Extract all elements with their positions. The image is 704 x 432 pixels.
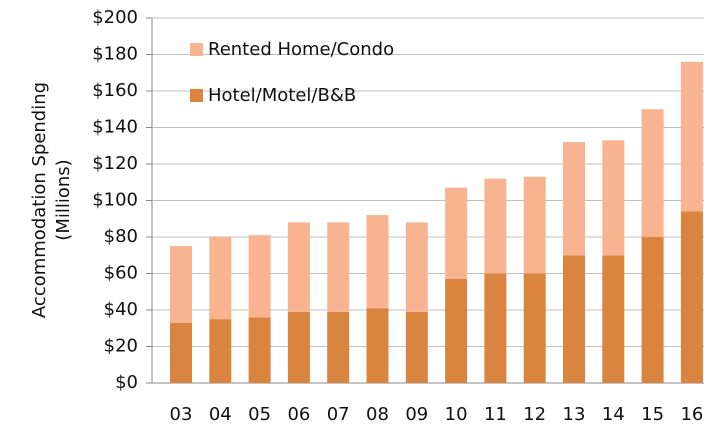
y-tick-label: $140 [92, 117, 138, 138]
bar-segment [602, 140, 625, 256]
bar-segment [366, 308, 389, 383]
bar-segment [523, 176, 546, 274]
x-tick-label: 07 [327, 404, 350, 425]
bar-segment [680, 211, 703, 383]
bar-segment [209, 319, 232, 383]
bar-segment [563, 142, 585, 256]
x-tick-label: 14 [602, 404, 625, 425]
x-tick-label: 15 [641, 404, 664, 425]
bar-segment [563, 255, 585, 383]
y-tick-label: $120 [92, 153, 138, 174]
y-tick-label: $100 [92, 190, 138, 211]
bar-segment [523, 273, 546, 383]
bar-segment [641, 237, 664, 383]
y-tick-label: $180 [92, 44, 138, 65]
bar-segment [248, 235, 271, 318]
x-tick-label: 06 [287, 404, 310, 425]
y-tick-label: $60 [104, 263, 138, 284]
y-tick-label: $0 [115, 372, 138, 393]
x-tick-label: 16 [680, 404, 703, 425]
bar-segment [484, 178, 507, 274]
bar-segment [405, 222, 428, 312]
bar-segment [405, 311, 428, 383]
legend-label: Rented Home/Condo [208, 39, 394, 60]
x-tick-label: 04 [209, 404, 232, 425]
bar-segment [445, 278, 468, 383]
bar-segment [445, 187, 468, 279]
x-tick-label: 03 [170, 404, 193, 425]
bar-segment [287, 311, 310, 383]
bar-segment [641, 109, 664, 237]
bar-segment [327, 222, 350, 312]
x-tick-label: 11 [484, 404, 507, 425]
y-tick-label: $80 [104, 226, 138, 247]
x-tick-label: 10 [445, 404, 468, 425]
y-axis-label: (Millions) [53, 159, 74, 240]
y-tick-label: $20 [104, 336, 138, 357]
bar-segment [170, 322, 192, 383]
y-tick-label: $160 [92, 80, 138, 101]
legend-swatch [190, 43, 203, 56]
bar-segment [287, 222, 310, 312]
legend-swatch [190, 89, 203, 102]
bar-segment [680, 61, 703, 212]
bar-segment [327, 311, 350, 383]
x-tick-label: 12 [523, 404, 546, 425]
bar-segment [209, 237, 232, 320]
x-tick-label: 09 [405, 404, 428, 425]
x-tick-label: 13 [563, 404, 586, 425]
x-tick-label: 08 [366, 404, 389, 425]
bar-segment [484, 273, 507, 383]
y-axis-label: Accommodation Spending [29, 82, 50, 318]
y-tick-label: $200 [92, 7, 138, 28]
legend-label: Hotel/Motel/B&B [208, 85, 356, 106]
bar-segment [366, 215, 389, 309]
bar-segment [602, 255, 625, 383]
x-tick-label: 05 [248, 404, 271, 425]
y-tick-label: $40 [104, 299, 138, 320]
bar-segment [170, 246, 192, 323]
bar-segment [248, 317, 271, 383]
